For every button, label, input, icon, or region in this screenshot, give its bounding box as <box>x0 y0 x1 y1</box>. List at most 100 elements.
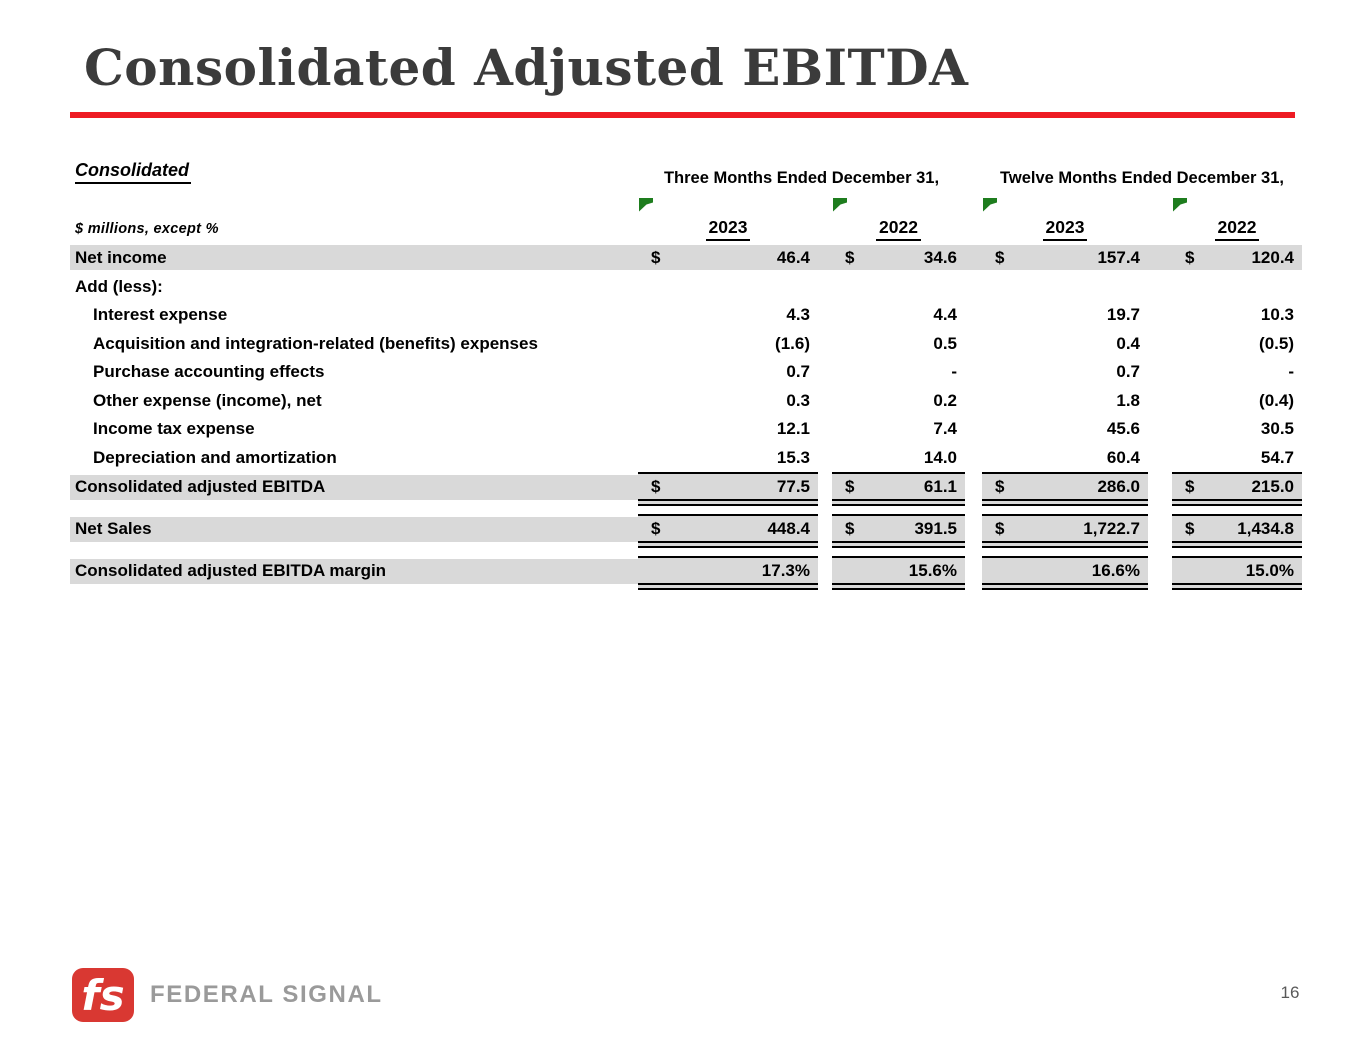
value: 15.3 <box>776 447 810 467</box>
year-cell: 2022 <box>832 196 965 244</box>
logo-mark <box>72 968 134 1022</box>
value-cell: 4.4 <box>832 301 965 330</box>
value-cell: 0.5 <box>832 330 965 359</box>
value: 448.4 <box>767 518 810 538</box>
value: 19.7 <box>1106 305 1140 325</box>
value: 1,722.7 <box>1083 518 1140 538</box>
flag-icon <box>983 198 997 212</box>
table-row-total: Consolidated adjusted EBITDA margin 17.3… <box>70 556 1302 590</box>
value-cell: 16.6% <box>982 556 1148 590</box>
table-row: Depreciation and amortization 15.3 14.0 … <box>70 444 1302 473</box>
row-label: Interest expense <box>93 305 228 325</box>
value-cell: - <box>832 358 965 387</box>
value: 34.6 <box>923 247 957 267</box>
row-label: Acquisition and integration-related (ben… <box>93 333 538 353</box>
table-row-total: Net Sales $448.4 $391.5 $1,722.7 $1,434.… <box>70 514 1302 548</box>
value-cell: $1,722.7 <box>982 514 1148 548</box>
value-cell: $120.4 <box>1172 245 1302 270</box>
value: 0.7 <box>786 362 810 382</box>
value-cell: $1,434.8 <box>1172 514 1302 548</box>
year-label: 2022 <box>876 217 921 241</box>
value-cell: 45.6 <box>982 415 1148 444</box>
value: 1.8 <box>1116 390 1140 410</box>
flag-icon <box>833 198 847 212</box>
column-gap <box>965 160 982 196</box>
table-row: Other expense (income), net 0.3 0.2 1.8 … <box>70 387 1302 416</box>
value-cell: $448.4 <box>638 514 818 548</box>
value: 15.0% <box>1245 560 1294 580</box>
table-header-row: Consolidated Three Months Ended December… <box>70 160 1302 196</box>
table-row: Acquisition and integration-related (ben… <box>70 330 1302 359</box>
value-cell: - <box>1172 358 1302 387</box>
value-cell: $61.1 <box>832 472 965 506</box>
year-cell: 2023 <box>638 196 818 244</box>
value-cell: 10.3 <box>1172 301 1302 330</box>
row-label: Depreciation and amortization <box>93 447 337 467</box>
currency-symbol: $ <box>1185 476 1195 496</box>
flag-icon <box>639 198 653 212</box>
table-row-total: Consolidated adjusted EBITDA $77.5 $61.1… <box>70 472 1302 506</box>
value: 4.4 <box>933 305 957 325</box>
value: 46.4 <box>776 247 810 267</box>
page-title: Consolidated Adjusted EBITDA <box>84 38 969 97</box>
column-group-label: Twelve Months Ended December 31, <box>1000 168 1284 187</box>
value: 4.3 <box>786 305 810 325</box>
value-cell: (0.4) <box>1172 387 1302 416</box>
value: 286.0 <box>1097 476 1140 496</box>
currency-symbol: $ <box>845 476 855 496</box>
value-cell: 0.4 <box>982 330 1148 359</box>
value: 0.5 <box>933 333 957 353</box>
value-cell: $77.5 <box>638 472 818 506</box>
table-row: Net income $46.4 $34.6 $157.4 $120.4 <box>70 245 1302 270</box>
value: 157.4 <box>1097 247 1140 267</box>
value-cell: $391.5 <box>832 514 965 548</box>
currency-symbol: $ <box>651 247 661 267</box>
row-label: Other expense (income), net <box>93 390 322 410</box>
value-cell: $34.6 <box>832 245 965 270</box>
row-label: Add (less): <box>75 276 163 296</box>
value: 17.3% <box>761 560 810 580</box>
value-cell: 30.5 <box>1172 415 1302 444</box>
company-logo: fs <box>72 968 134 1022</box>
units-label-cell: $ millions, except % <box>70 196 638 244</box>
value: 30.5 <box>1260 419 1294 439</box>
currency-symbol: $ <box>1185 518 1195 538</box>
currency-symbol: $ <box>995 247 1005 267</box>
value: 1,434.8 <box>1237 518 1294 538</box>
value: 10.3 <box>1260 305 1294 325</box>
value-cell: $157.4 <box>982 245 1148 270</box>
value: 16.6% <box>1091 560 1140 580</box>
table-row: Add (less): <box>70 273 1302 302</box>
value-cell: 17.3% <box>638 556 818 590</box>
year-label: 2023 <box>705 217 751 241</box>
year-cell: 2022 <box>1172 196 1302 244</box>
value-cell: 15.3 <box>638 444 818 473</box>
flag-icon <box>1173 198 1187 212</box>
table-row: Purchase accounting effects 0.7 - 0.7 - <box>70 358 1302 387</box>
currency-symbol: $ <box>651 476 661 496</box>
value: 15.6% <box>908 560 957 580</box>
currency-symbol: $ <box>995 518 1005 538</box>
value: 0.7 <box>1116 362 1140 382</box>
value: 45.6 <box>1106 419 1140 439</box>
value-cell: 19.7 <box>982 301 1148 330</box>
value-cell: 15.0% <box>1172 556 1302 590</box>
section-label: Consolidated <box>75 160 192 184</box>
table-row: Interest expense 4.3 4.4 19.7 10.3 <box>70 301 1302 330</box>
value: 0.4 <box>1116 333 1140 353</box>
logo-text: FEDERAL SIGNAL <box>150 981 383 1008</box>
value: 61.1 <box>923 476 957 496</box>
year-label: 2022 <box>1214 217 1260 241</box>
value-cell: 15.6% <box>832 556 965 590</box>
value-cell: 0.7 <box>982 358 1148 387</box>
page-number: 16 <box>1280 983 1300 1002</box>
value-cell: 7.4 <box>832 415 965 444</box>
year-label: 2023 <box>1042 217 1088 241</box>
value-cell: (1.6) <box>638 330 818 359</box>
value: (0.4) <box>1259 390 1294 410</box>
column-group-label: Three Months Ended December 31, <box>663 168 940 187</box>
value: 391.5 <box>914 518 957 538</box>
value: 77.5 <box>776 476 810 496</box>
value: (0.5) <box>1259 333 1294 353</box>
